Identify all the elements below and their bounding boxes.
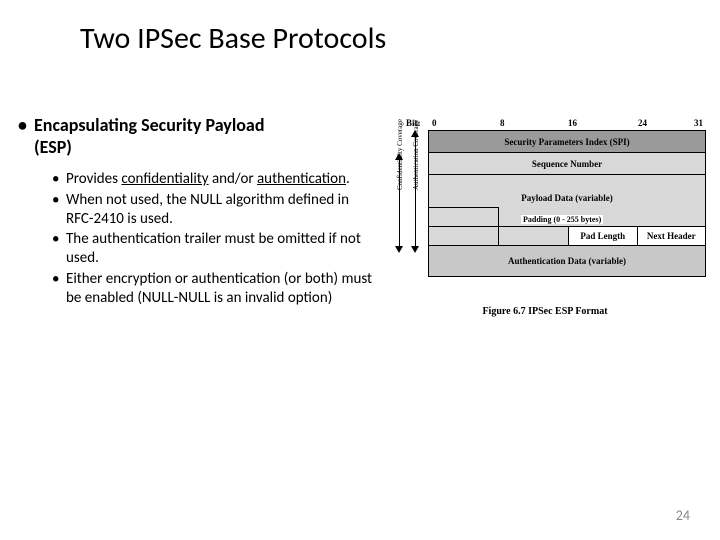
- row-seq: Sequence Number: [429, 153, 705, 175]
- conf-coverage-label: Confidentiality Coverage: [396, 119, 404, 190]
- row-payload: Payload Data (variable) Padding (0 - 255…: [429, 175, 705, 227]
- payload-label: Payload Data (variable): [429, 193, 705, 203]
- main-bullet-line1: Encapsulating Security Payload: [34, 114, 264, 136]
- sub-bullet-list: Provides confidentiality and/or authenti…: [18, 170, 373, 307]
- slide-title: Two IPSec Base Protocols: [80, 20, 386, 57]
- bit-24: 24: [638, 118, 647, 128]
- packet-structure: Security Parameters Index (SPI) Sequence…: [428, 130, 706, 277]
- bit-8: 8: [500, 118, 505, 128]
- next-header-cell: Next Header: [638, 227, 706, 245]
- page-number: 24: [676, 507, 690, 524]
- pad-empty-cell2: [499, 227, 569, 245]
- main-bullet-line2: (ESP): [34, 136, 72, 158]
- bit-0: 0: [432, 118, 437, 128]
- sub-bullet-1: Provides confidentiality and/or authenti…: [52, 170, 373, 189]
- bit-16: 16: [568, 118, 577, 128]
- padding-label: Padding (0 - 255 bytes): [521, 215, 603, 224]
- row-spi: Security Parameters Index (SPI): [429, 131, 705, 153]
- figure-caption: Figure 6.7 IPSec ESP Format: [380, 306, 710, 317]
- pad-length-cell: Pad Length: [569, 227, 638, 245]
- content-left-column: Encapsulating Security Payload (ESP) Pro…: [18, 115, 373, 309]
- auth-coverage-label: Authentication Coverage: [412, 120, 420, 190]
- row-auth: Authentication Data (variable): [429, 246, 705, 276]
- pad-empty-cell: [429, 227, 499, 245]
- payload-step: [429, 207, 499, 226]
- sub-bullet-2: When not used, the NULL algorithm define…: [52, 191, 373, 229]
- row-pad: Pad Length Next Header: [429, 227, 705, 246]
- main-bullet: Encapsulating Security Payload (ESP): [18, 115, 373, 158]
- bit-31: 31: [694, 118, 703, 128]
- sub-bullet-4: Either encryption or authentication (or …: [52, 270, 373, 308]
- sub-bullet-3: The authentication trailer must be omitt…: [52, 230, 373, 268]
